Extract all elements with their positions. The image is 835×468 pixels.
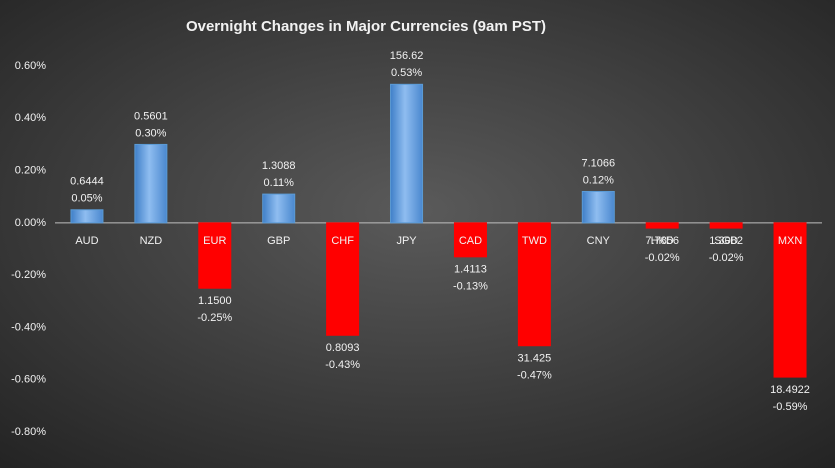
bar: [262, 193, 296, 224]
x-tick-label: CAD: [459, 235, 482, 247]
bar: [517, 222, 551, 347]
rate-label: 1.1500: [198, 295, 232, 307]
rate-label: 7.1066: [581, 157, 615, 169]
x-tick-label: HKD: [651, 235, 674, 247]
rate-label: 0.5601: [134, 110, 168, 122]
rate-label: 31.425: [518, 353, 552, 365]
bar: [773, 222, 807, 378]
value-label: 0.05%: [71, 193, 102, 205]
rate-label: 0.6444: [70, 176, 104, 188]
value-label: 0.12%: [583, 174, 614, 186]
x-tick-label: SGD: [714, 235, 738, 247]
bar: [709, 222, 743, 229]
value-label: -0.25%: [197, 312, 232, 324]
value-label: -0.13%: [453, 281, 488, 293]
value-label: 0.30%: [135, 127, 166, 139]
x-tick-label: GBP: [267, 235, 290, 247]
bar: [645, 222, 679, 229]
value-label: -0.02%: [645, 252, 680, 264]
rate-label: 18.4922: [770, 384, 810, 396]
chart-title: Overnight Changes in Major Currencies (9…: [186, 18, 546, 35]
x-tick-label: TWD: [522, 235, 547, 247]
x-tick-label: CNY: [587, 235, 611, 247]
rate-label: 1.4113: [454, 264, 487, 276]
value-label: -0.43%: [325, 359, 360, 371]
value-label: -0.02%: [709, 252, 744, 264]
x-tick-label: CHF: [331, 235, 354, 247]
bar: [70, 209, 104, 224]
bar: [390, 83, 424, 224]
y-tick-label: -0.60%: [11, 374, 46, 386]
y-tick-label: 0.40%: [15, 112, 46, 124]
y-tick-label: -0.20%: [11, 269, 46, 281]
rate-label: 7.7856: [645, 235, 679, 247]
y-tick-label: 0.20%: [15, 164, 46, 176]
bar: [326, 222, 360, 336]
y-tick-label: 0.60%: [15, 60, 46, 72]
rate-label: 0.8093: [326, 342, 360, 354]
value-label: 0.11%: [264, 177, 295, 189]
rate-label: 1.3088: [262, 160, 296, 172]
rate-label: 156.62: [390, 50, 424, 62]
y-tick-label: -0.40%: [11, 321, 46, 333]
bar: [453, 222, 487, 258]
bar: [134, 143, 168, 224]
y-tick-label: -0.80%: [11, 426, 46, 438]
y-tick-label: 0.00%: [15, 217, 46, 229]
value-label: 0.53%: [391, 67, 422, 79]
x-tick-label: NZD: [140, 235, 163, 247]
value-label: -0.47%: [517, 370, 552, 382]
x-tick-label: EUR: [203, 235, 226, 247]
rate-label: 1.3082: [709, 235, 743, 247]
x-tick-label: JPY: [396, 235, 417, 247]
bar: [581, 190, 615, 224]
bar: [198, 222, 232, 289]
value-label: -0.59%: [773, 401, 808, 413]
x-tick-label: AUD: [75, 235, 98, 247]
x-tick-label: MXN: [778, 235, 803, 247]
